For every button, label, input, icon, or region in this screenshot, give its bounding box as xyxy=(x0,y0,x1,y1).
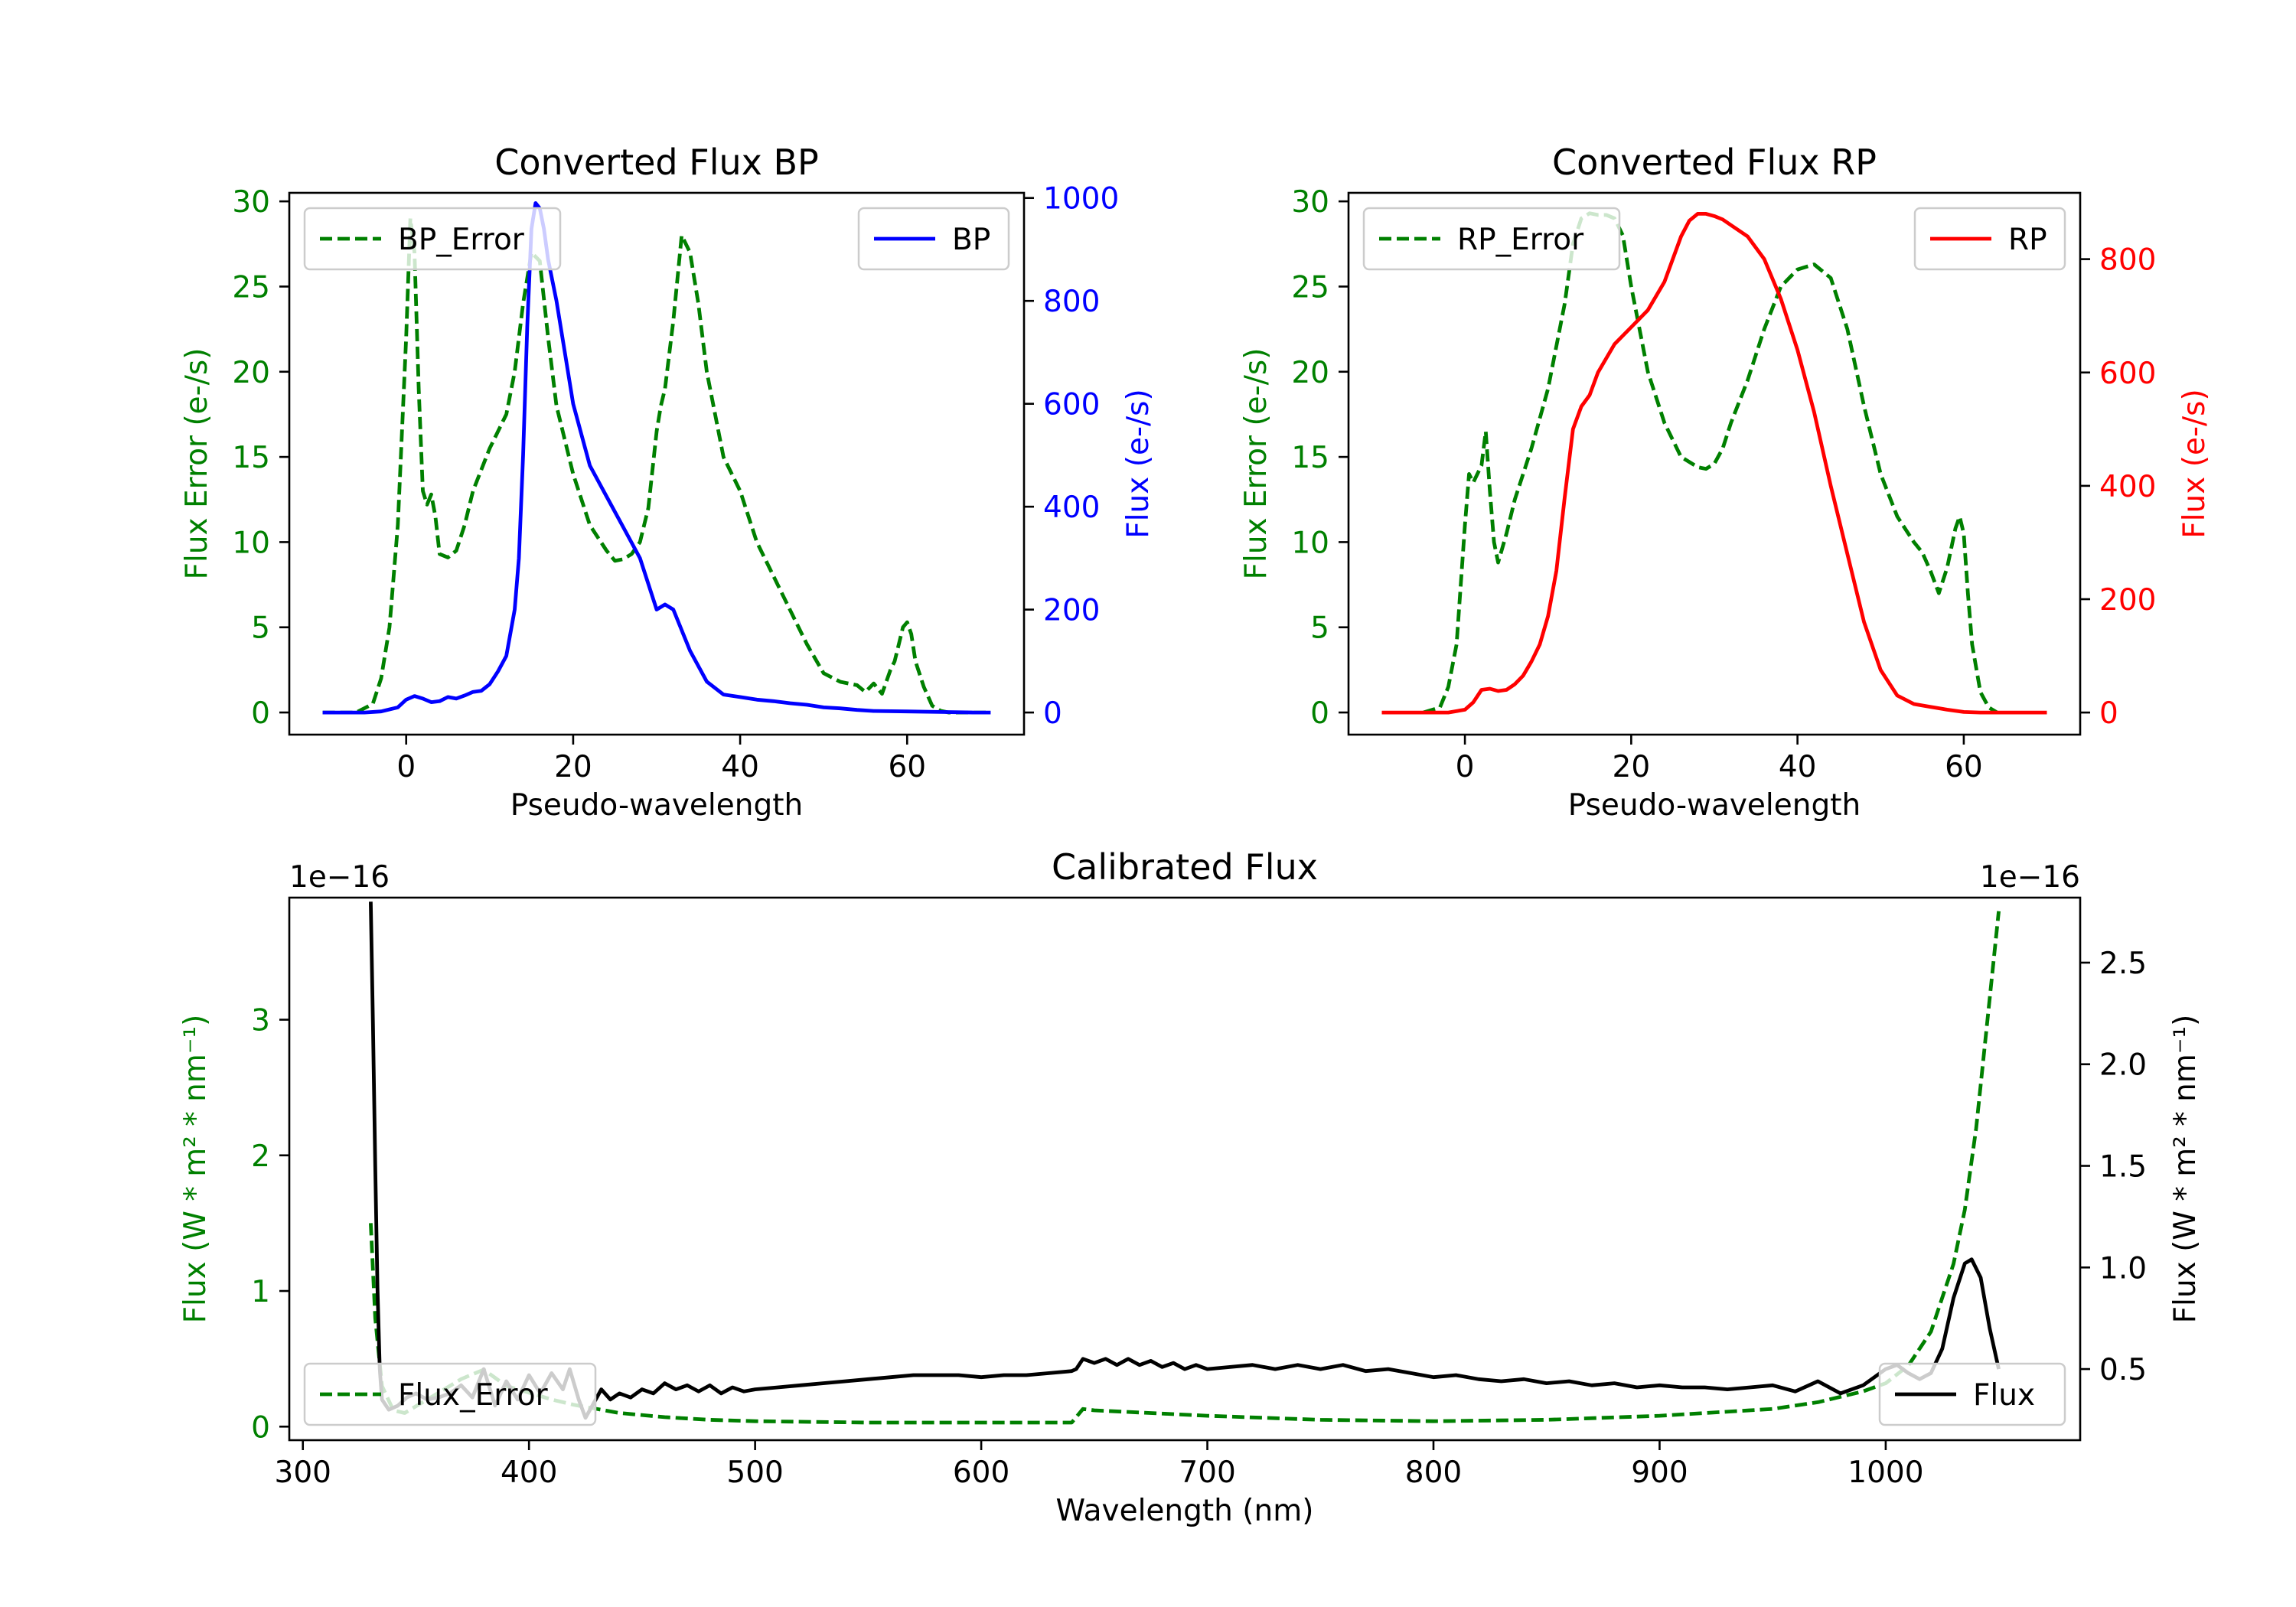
y-right-tick-label: 1000 xyxy=(1043,182,1119,217)
y-right-tick-label: 2.5 xyxy=(2099,947,2147,981)
y-right-tick-label: 400 xyxy=(1043,491,1100,525)
bp-series-group xyxy=(322,200,991,715)
x-tick-label: 900 xyxy=(1631,1455,1688,1490)
x-tick-label: 700 xyxy=(1179,1455,1235,1490)
y-left-tick-label: 20 xyxy=(1291,356,1329,390)
calibrated-xlabel: Wavelength (nm) xyxy=(1056,1494,1314,1528)
y-right-tick-label: 0.5 xyxy=(2099,1353,2147,1387)
y-left-tick-label: 0 xyxy=(251,696,270,731)
x-tick-label: 40 xyxy=(721,750,759,784)
calibrated-series-flux-error xyxy=(369,911,2001,1425)
y-right-tick-label: 200 xyxy=(2099,583,2156,618)
rp-panel: 0 20 40 600510152025300200400600800Converte… xyxy=(1239,142,2212,823)
x-tick-label: 300 xyxy=(275,1455,331,1490)
y-left-tick-label: 0 xyxy=(1310,696,1329,731)
x-tick-label: 0 xyxy=(1456,750,1475,784)
y-left-tick-label: 15 xyxy=(1291,441,1329,475)
rp-ylabel-left: Flux Error (e-/s) xyxy=(1239,348,1274,580)
y-left-tick-label: 5 xyxy=(251,611,270,646)
x-tick-label: 0 xyxy=(396,750,416,784)
x-tick-label: 400 xyxy=(501,1455,557,1490)
y-right-tick-label: 600 xyxy=(2099,357,2156,391)
y-left-tick-label: 30 xyxy=(232,185,270,220)
y-left-tick-label: 15 xyxy=(232,441,270,475)
rp-axes-frame xyxy=(1347,191,2082,736)
legend-box xyxy=(1878,1362,2066,1426)
bp-title: Converted Flux BP xyxy=(494,142,819,183)
y-left-tick-label: 10 xyxy=(1291,526,1329,560)
x-tick-label: 40 xyxy=(1779,750,1817,784)
calibrated-axes-frame xyxy=(288,896,2082,1442)
legend-label: Flux_Error xyxy=(398,1378,549,1413)
calibrated-ylabel-right: Flux (W * m² * nm⁻¹) xyxy=(2168,1015,2203,1324)
bp-legend-bp-error: BP_Error xyxy=(303,207,562,271)
bp-axes-frame xyxy=(288,191,1026,736)
y-left-tick-label: 25 xyxy=(232,270,270,305)
rp-series-rp xyxy=(1381,211,2047,715)
calibrated-legend-flux: Flux xyxy=(1878,1362,2066,1426)
legend-box xyxy=(303,207,562,271)
legend-label: BP_Error xyxy=(398,223,525,257)
legend-label: RP xyxy=(2008,223,2047,257)
calibrated-panel: 300 400 500 600 700 800 900 1000 0 1 2 3 0.5 1.0 1.5 2.… xyxy=(178,846,2203,1528)
bp-series-bp xyxy=(322,200,991,715)
y-right-tick-label: 800 xyxy=(2099,243,2156,278)
bp-ylabel-left: Flux Error (e-/s) xyxy=(180,348,214,580)
bp-xlabel: Pseudo-wavelength xyxy=(510,788,803,823)
bp-ylabel-right: Flux (e-/s) xyxy=(1121,389,1156,538)
offset-text-left: 1e−16 xyxy=(289,860,390,895)
calibrated-legend-flux-error: Flux_Error xyxy=(303,1362,597,1426)
calibrated-ylabel-left: Flux (W * m² * nm⁻¹) xyxy=(178,1015,213,1324)
x-tick-label: 60 xyxy=(1945,750,1983,784)
rp-legend-rp-error: RP_Error xyxy=(1362,207,1621,271)
x-tick-label: 600 xyxy=(953,1455,1009,1490)
x-tick-label: 60 xyxy=(888,750,926,784)
x-tick-label: 1000 xyxy=(1848,1455,1923,1490)
rp-title: Converted Flux RP xyxy=(1552,142,1877,183)
y-right-tick-label: 400 xyxy=(2099,470,2156,504)
y-left-tick-label: 30 xyxy=(1291,185,1329,220)
rp-series-rp-error xyxy=(1423,211,1998,715)
y-left-tick-label: 0 xyxy=(251,1410,270,1445)
y-right-tick-label: 800 xyxy=(1043,285,1100,319)
x-tick-label: 500 xyxy=(726,1455,783,1490)
legend-label: BP xyxy=(952,223,990,257)
legend-box xyxy=(303,1362,597,1426)
x-tick-label: 800 xyxy=(1405,1455,1462,1490)
y-right-tick-label: 200 xyxy=(1043,594,1100,628)
bp-panel: 0 20 40 6005101520253002004006008001000Conv… xyxy=(180,142,1156,823)
y-left-tick-label: 5 xyxy=(1310,611,1329,646)
y-right-tick-label: 1.5 xyxy=(2099,1150,2147,1185)
offset-text-right: 1e−16 xyxy=(1980,860,2080,895)
x-tick-label: 20 xyxy=(1613,750,1651,784)
y-right-tick-label: 2.0 xyxy=(2099,1048,2147,1083)
y-right-tick-label: 600 xyxy=(1043,388,1100,422)
bp-series-bp-error xyxy=(322,216,991,715)
y-left-tick-label: 3 xyxy=(251,1004,270,1038)
legend-label: Flux xyxy=(1973,1378,2035,1413)
x-tick-label: 20 xyxy=(554,750,592,784)
rp-xlabel: Pseudo-wavelength xyxy=(1568,788,1861,823)
y-left-tick-label: 25 xyxy=(1291,270,1329,305)
y-left-tick-label: 1 xyxy=(251,1275,270,1309)
rp-legend-rp: RP xyxy=(1913,207,2066,271)
y-right-tick-label: 1.0 xyxy=(2099,1251,2147,1286)
rp-ylabel-right: Flux (e-/s) xyxy=(2177,389,2212,538)
legend-box xyxy=(1362,207,1621,271)
legend-label: RP_Error xyxy=(1457,223,1584,257)
bp-legend-bp: BP xyxy=(857,207,1010,271)
y-right-tick-label: 0 xyxy=(2099,696,2118,731)
y-left-tick-label: 2 xyxy=(251,1139,270,1174)
y-right-tick-label: 0 xyxy=(1043,696,1062,731)
calibrated-title: Calibrated Flux xyxy=(1052,846,1318,888)
y-left-tick-label: 10 xyxy=(232,526,270,560)
y-left-tick-label: 20 xyxy=(232,356,270,390)
rp-series-group xyxy=(1381,211,2047,715)
